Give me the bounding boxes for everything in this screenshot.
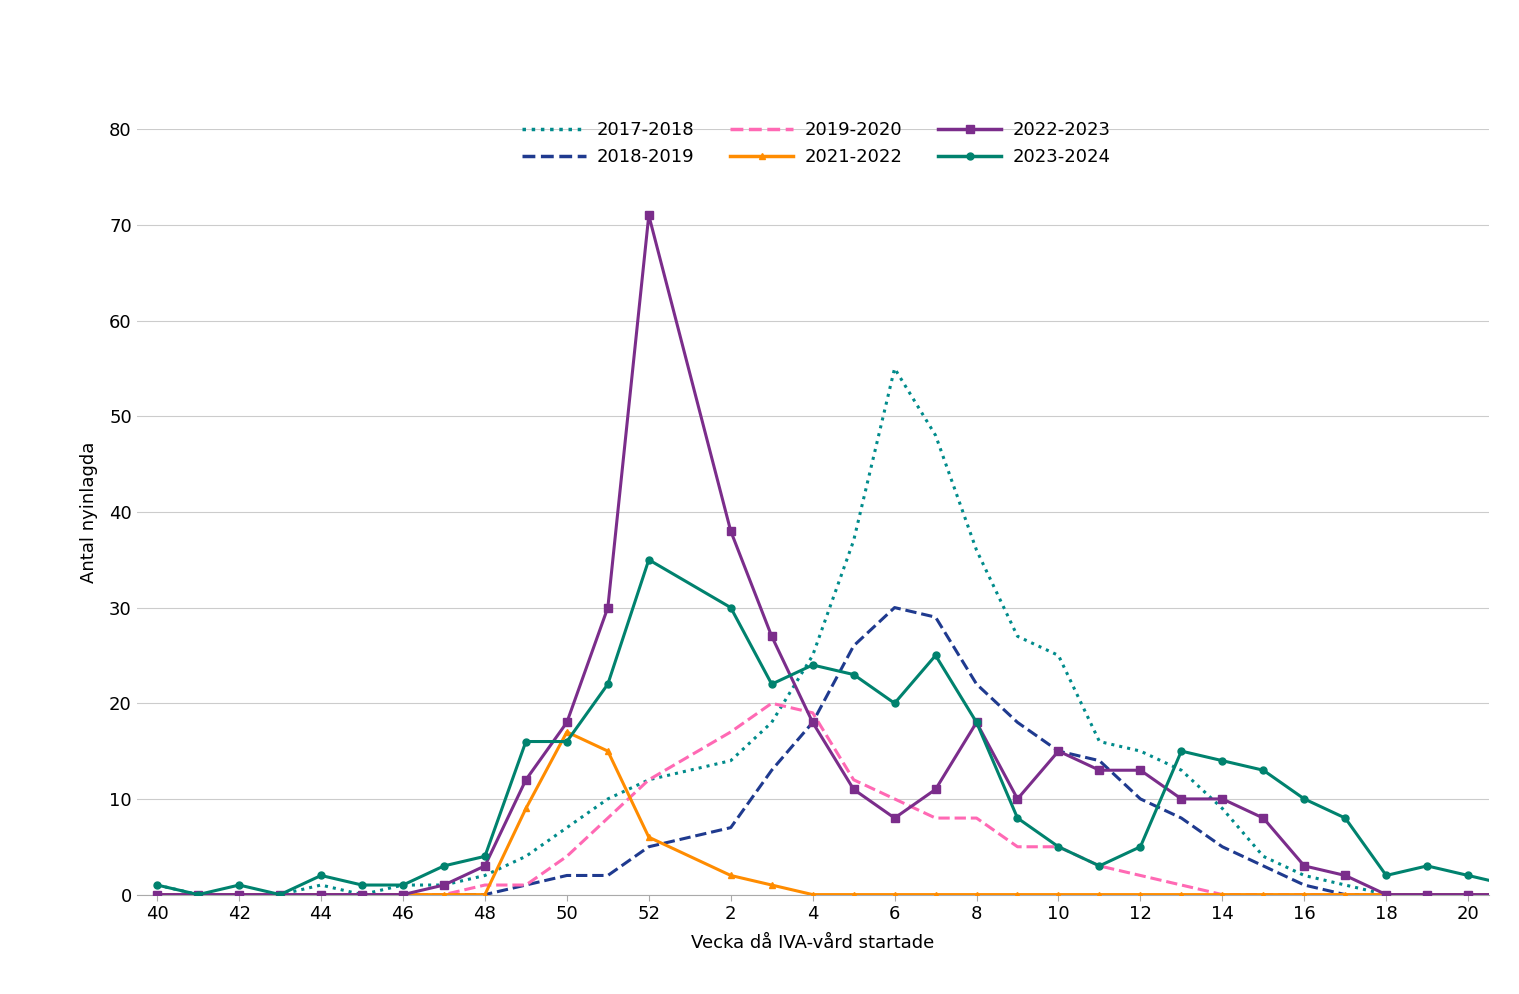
Y-axis label: Antal nyinlagda: Antal nyinlagda [81, 441, 99, 582]
X-axis label: Vecka då IVA-vård startade: Vecka då IVA-vård startade [691, 934, 934, 952]
Legend: 2017-2018, 2018-2019, 2019-2020, 2021-2022, 2022-2023, 2023-2024: 2017-2018, 2018-2019, 2019-2020, 2021-20… [515, 114, 1118, 173]
